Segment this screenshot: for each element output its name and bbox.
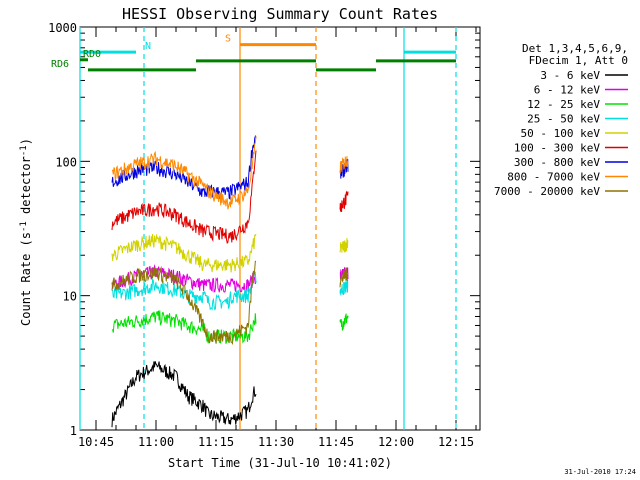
legend: Det 1,3,4,5,6,9,FDecim 1, Att 0 3 - 6 keV… xyxy=(494,42,628,198)
series-line-100-300keV xyxy=(111,150,257,245)
legend-header-line: FDecim 1, Att 0 xyxy=(529,54,628,67)
y-axis-label: Count Rate (s-1 detector-1) xyxy=(19,138,33,326)
x-tick-label: 11:45 xyxy=(318,435,354,449)
late-segment-line xyxy=(339,190,349,213)
series-line-50-100keV xyxy=(111,233,257,273)
series-line-12-25keV xyxy=(111,310,257,344)
vertical-markers xyxy=(79,27,457,430)
plot-border xyxy=(79,26,481,431)
late-segment-line xyxy=(339,238,349,253)
late-segment-line xyxy=(339,156,349,174)
footer-date: 31-Jul-2010 17:24 xyxy=(564,468,636,476)
series-line-300-800keV xyxy=(111,134,257,200)
legend-entry-label: 25 - 50 keV xyxy=(527,113,600,126)
legend-entry-label: 12 - 25 keV xyxy=(527,98,600,111)
x-tick-label: 12:15 xyxy=(438,435,474,449)
legend-entry-label: 800 - 7000 keV xyxy=(507,171,600,184)
x-axis-ticks: 10:45 11:00 11:15 11:30 11:45 12:00 12:15 xyxy=(78,27,477,449)
late-segment-line xyxy=(339,267,349,288)
flag-label: RD0 xyxy=(83,49,101,60)
legend-entry-label: 6 - 12 keV xyxy=(534,84,601,97)
flag-label: S xyxy=(225,34,231,45)
y-tick-label: 1 xyxy=(70,424,77,438)
series-line-25-50keV xyxy=(111,271,257,311)
flag-label: N xyxy=(145,41,151,52)
series-line-7000-20000keV xyxy=(111,260,257,346)
legend-entry-label: 300 - 800 keV xyxy=(514,156,600,169)
x-tick-label: 12:00 xyxy=(378,435,414,449)
series-line-800-7000keV xyxy=(112,135,257,210)
legend-entry-label: 50 - 100 keV xyxy=(521,127,601,140)
flag-bars: N S RD0 RD6 xyxy=(51,34,456,72)
legend-header-line: Det 1,3,4,5,6,9, xyxy=(522,42,628,55)
x-tick-label: 11:30 xyxy=(258,435,294,449)
chart-title: HESSI Observing Summary Count Rates xyxy=(122,5,438,23)
legend-entry-label: 7000 - 20000 keV xyxy=(494,185,600,198)
late-segment-line xyxy=(339,313,349,331)
series-line-3-6keV xyxy=(111,361,257,428)
data-series xyxy=(111,134,349,428)
x-tick-label: 11:00 xyxy=(138,435,174,449)
x-axis-label: Start Time (31-Jul-10 10:41:02) xyxy=(168,456,392,470)
y-tick-label: 1000 xyxy=(48,21,77,35)
legend-entry-label: 100 - 300 keV xyxy=(514,142,600,155)
legend-entry-label: 3 - 6 keV xyxy=(540,69,600,82)
y-axis-ticks: 1 10 100 1000 xyxy=(48,21,480,438)
y-tick-label: 100 xyxy=(55,155,77,169)
late-segment-line xyxy=(339,279,349,296)
flag-label: RD6 xyxy=(51,59,69,70)
series-line-6-12keV xyxy=(111,264,257,295)
x-tick-label: 10:45 xyxy=(78,435,114,449)
plot-frame xyxy=(79,26,481,431)
x-tick-label: 11:15 xyxy=(198,435,234,449)
y-tick-label: 10 xyxy=(63,290,77,304)
